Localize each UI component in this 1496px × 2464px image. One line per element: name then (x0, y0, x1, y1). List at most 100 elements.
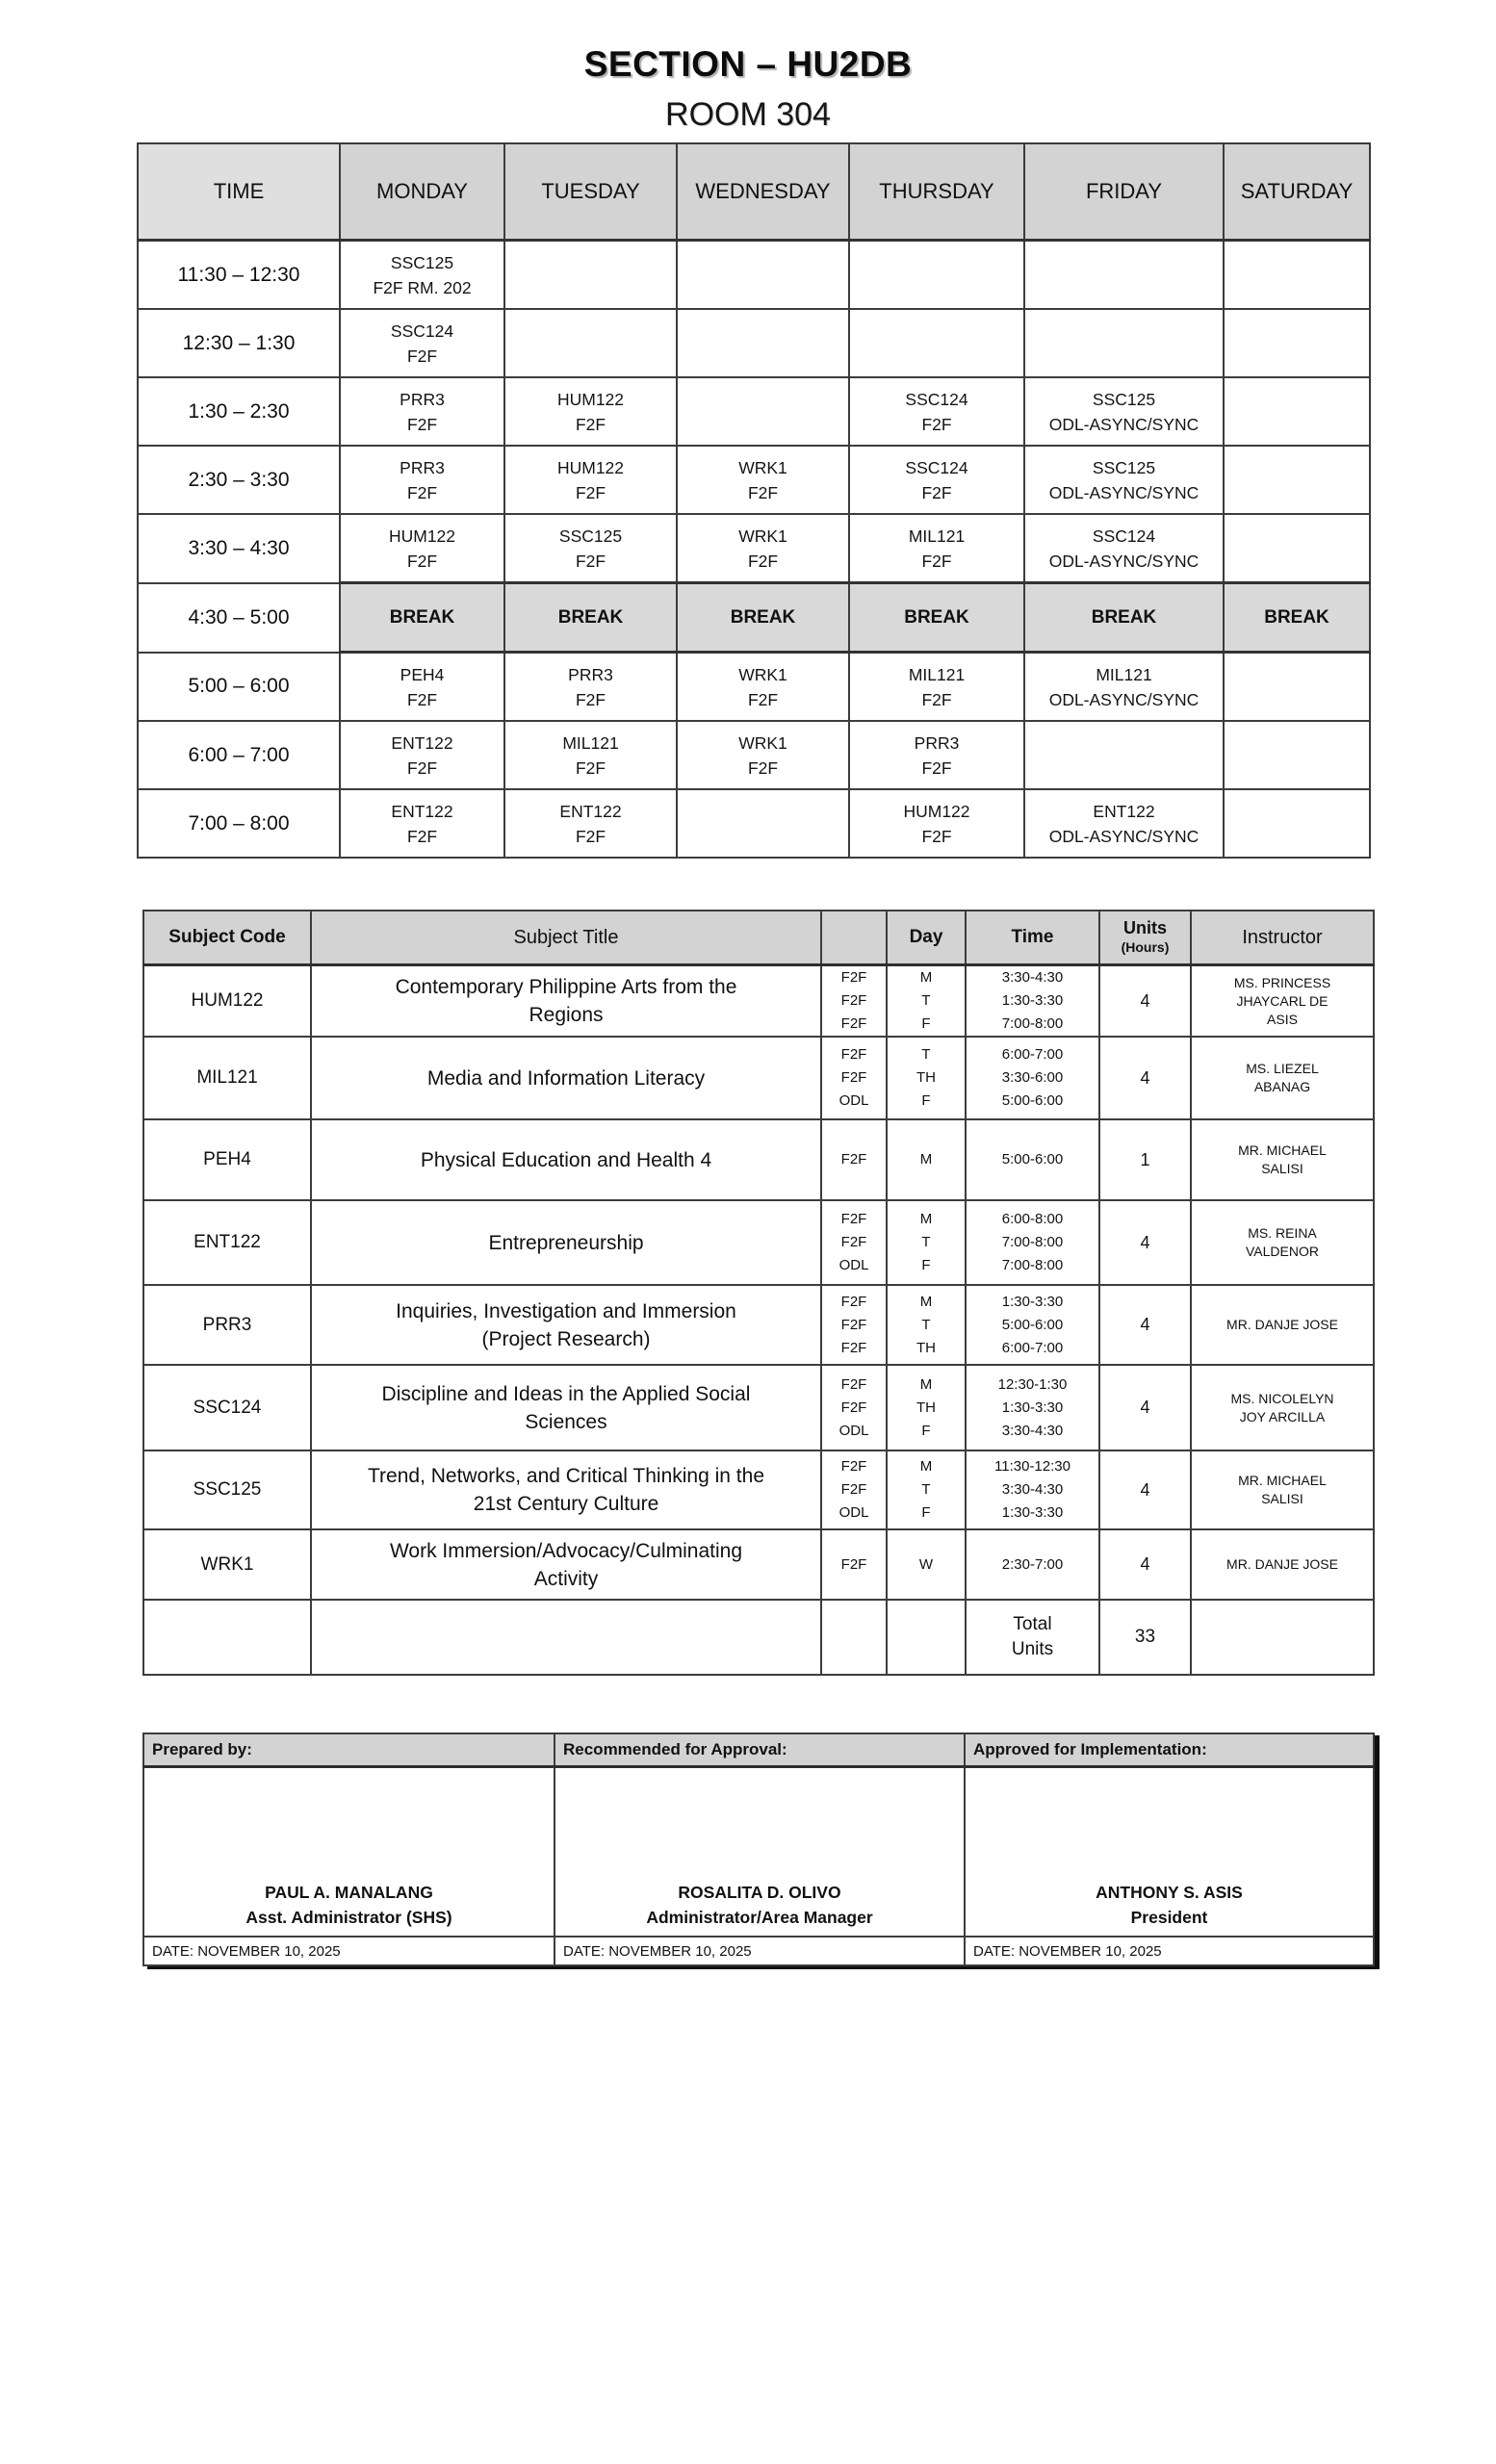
delivery-mode: F2F (840, 1399, 867, 1416)
signatory-role: Asst. Administrator (SHS) (245, 1908, 452, 1927)
delivery-mode: F2F (840, 1316, 867, 1333)
subject-units: 4 (1098, 1528, 1192, 1601)
class-cell: WRK1 F2F (676, 651, 850, 722)
delivery-mode: F2F (840, 1151, 867, 1168)
instructor-name: MS. PRINCESS JHAYCARL DE ASIS (1233, 974, 1331, 1027)
empty-cell (1023, 308, 1225, 378)
subject-code: HUM122 (142, 963, 312, 1038)
meeting-day: M (919, 1211, 933, 1227)
delivery-mode: F2F (840, 1211, 867, 1227)
course-mode: F2F (747, 689, 779, 709)
meeting-time-cell: 12:30-1:30 1:30-3:30 3:30-4:30 (965, 1364, 1100, 1451)
delivery-mode: F2F (840, 1458, 867, 1475)
subject-code: PRR3 (142, 1284, 312, 1366)
class-cell: PRR3 F2F (848, 720, 1025, 790)
course-mode: F2F (406, 414, 438, 434)
header-subject-code: Subject Code (142, 910, 312, 966)
subject-code: MIL121 (142, 1036, 312, 1120)
empty-cell (503, 239, 678, 310)
subject-units: 4 (1098, 963, 1192, 1038)
empty-cell (676, 788, 850, 859)
meeting-time: 1:30-3:30 (1001, 1399, 1064, 1416)
subject-units: 4 (1098, 1036, 1192, 1120)
course-mode: ODL-ASYNC/SYNC (1048, 689, 1199, 709)
timetable-row: 12:30 – 1:30 SSC124 F2F (137, 308, 1371, 378)
class-cell: MIL121 F2F (503, 720, 678, 790)
timetable-col-friday: FRIDAY (1023, 142, 1225, 242)
break-cell: BREAK (1223, 581, 1371, 654)
approved-date: DATE: NOVEMBER 10, 2025 (964, 1936, 1375, 1966)
course-mode: F2F (406, 757, 438, 778)
class-cell: PRR3 F2F (503, 651, 678, 722)
delivery-mode-cell: F2F (820, 1118, 888, 1201)
meeting-day: F (921, 1092, 931, 1109)
class-cell: PEH4 F2F (339, 651, 505, 722)
total-units-value: 33 (1098, 1599, 1192, 1676)
class-cell: HUM122 F2F (503, 445, 678, 515)
header-subject-title: Subject Title (310, 910, 822, 966)
meeting-day: M (919, 1375, 933, 1393)
signatory-name: ROSALITA D. OLIVO (678, 1883, 841, 1902)
time-slot-label: 6:00 – 7:00 (137, 720, 341, 790)
meeting-day: F (921, 1257, 931, 1273)
delivery-mode: F2F (840, 969, 867, 986)
course-code: PRR3 (568, 664, 613, 684)
signatory-role: Administrator/Area Manager (646, 1908, 873, 1927)
header-mode (820, 910, 888, 966)
subject-row: MIL121 Media and Information Literacy F2F F… (142, 1036, 1375, 1120)
page-title: SECTION – HU2DB (583, 44, 913, 84)
subject-row: PEH4 Physical Education and Health 4 F2F M 5… (142, 1118, 1375, 1201)
subject-title-text: Inquiries, Investigation and Immersion (… (396, 1299, 736, 1350)
empty-cell (1223, 239, 1371, 310)
meeting-time: 6:00-8:00 (1001, 1211, 1064, 1227)
timetable-row: 2:30 – 3:30 PRR3 F2F HUM122 F2F WRK1 F2F SSC124… (137, 445, 1371, 515)
subject-title-text: Media and Information Literacy (426, 1066, 706, 1090)
subject-title: Entrepreneurship (310, 1199, 822, 1286)
empty-cell (1223, 720, 1371, 790)
course-code: MIL121 (1096, 664, 1152, 684)
timetable-row: 6:00 – 7:00 ENT122 F2F MIL121 F2F WRK1 F2F PRR3… (137, 720, 1371, 790)
subject-details-table: Subject Code Subject Title Day Time Unit… (142, 910, 1375, 1676)
empty-cell (676, 376, 850, 447)
course-code: MIL121 (562, 732, 619, 753)
empty-cell (1190, 1599, 1375, 1676)
time-slot-label: 7:00 – 8:00 (137, 788, 341, 859)
course-mode: F2F (921, 414, 952, 434)
class-cell: SSC124 ODL-ASYNC/SYNC (1023, 513, 1225, 584)
subject-title: Discipline and Ideas in the Applied Soci… (310, 1364, 822, 1451)
room-subtitle: ROOM 304 (665, 96, 831, 133)
instructor-name: MS. NICOLELYN JOY ARCILLA (1230, 1390, 1334, 1424)
class-cell: SSC125 ODL-ASYNC/SYNC (1023, 376, 1225, 447)
class-cell: SSC124 F2F (339, 308, 505, 378)
subject-title: Inquiries, Investigation and Immersion (… (310, 1284, 822, 1366)
header-units-hours: (Hours) (1121, 939, 1170, 955)
recommended-heading: Recommended for Approval: (554, 1732, 966, 1768)
course-code: WRK1 (738, 526, 787, 546)
subject-units: 4 (1098, 1364, 1192, 1451)
delivery-mode: F2F (840, 1375, 867, 1393)
meeting-time: 3:30-4:30 (1001, 1481, 1064, 1498)
time-slot-label: 12:30 – 1:30 (137, 308, 341, 378)
subject-instructor: MR. DANJE JOSE (1190, 1528, 1375, 1601)
meeting-day: T (921, 1316, 931, 1333)
empty-cell (886, 1599, 967, 1676)
class-cell: WRK1 F2F (676, 445, 850, 515)
course-mode: F2F (575, 689, 606, 709)
empty-cell (142, 1599, 312, 1676)
class-cell: ENT122 ODL-ASYNC/SYNC (1023, 788, 1225, 859)
time-slot-label: 5:00 – 6:00 (137, 651, 341, 722)
class-cell: HUM122 F2F (848, 788, 1025, 859)
meeting-time: 3:30-6:00 (1001, 1069, 1064, 1086)
empty-cell (1023, 720, 1225, 790)
meeting-time: 7:00-8:00 (1001, 1234, 1064, 1250)
meeting-day-cell: M TH F (886, 1364, 967, 1451)
course-code: ENT122 (391, 732, 453, 753)
delivery-mode: F2F (840, 1339, 867, 1356)
delivery-mode: F2F (840, 1046, 867, 1063)
signature-body-row: PAUL A. MANALANG Asst. Administrator (SH… (142, 1765, 1375, 1938)
subject-units: 4 (1098, 1284, 1192, 1366)
course-code: ENT122 (559, 801, 622, 821)
class-cell: ENT122 F2F (503, 788, 678, 859)
